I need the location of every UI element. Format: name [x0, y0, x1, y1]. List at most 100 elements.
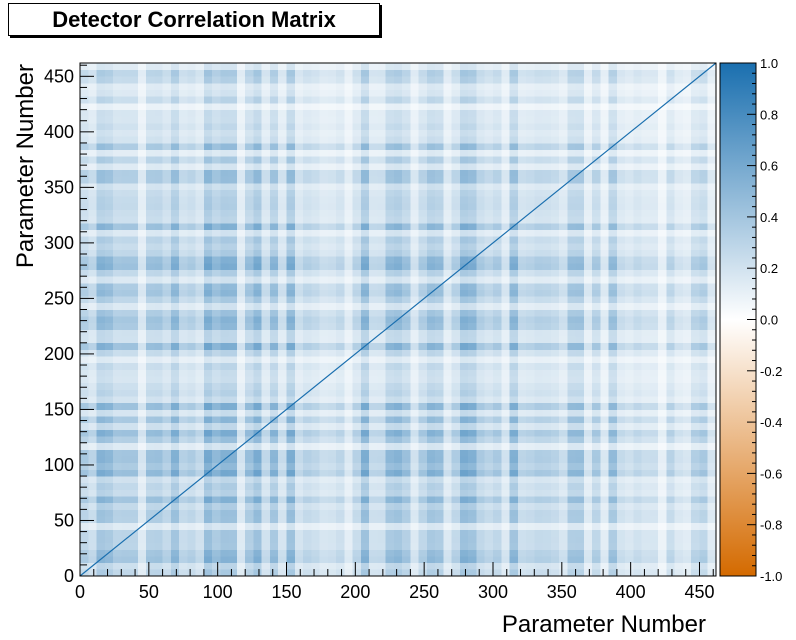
heatmap-cell [303, 522, 312, 530]
heatmap-cell [592, 482, 601, 490]
heatmap-cell [542, 82, 552, 91]
heatmap-cell [294, 169, 304, 177]
heatmap-cell [170, 556, 180, 564]
heatmap-cell [393, 289, 403, 297]
heatmap-cell [269, 189, 279, 197]
heatmap-cell [600, 356, 610, 364]
heatmap-cell [220, 422, 230, 430]
heatmap-cell [410, 209, 420, 217]
heatmap-cell [418, 342, 428, 350]
heatmap-cell [393, 202, 403, 210]
heatmap-cell [468, 562, 477, 570]
heatmap-cell [369, 496, 378, 504]
heatmap-cell [220, 482, 230, 490]
heatmap-cell [468, 422, 477, 430]
heatmap-cell [459, 329, 469, 337]
heatmap-cell [492, 336, 502, 344]
heatmap-cell [336, 376, 345, 384]
heatmap-cell [253, 156, 263, 164]
heatmap-cell [220, 169, 230, 177]
heatmap-cell [468, 102, 477, 111]
heatmap-cell [550, 329, 560, 337]
heatmap-cell [236, 116, 246, 124]
heatmap-cell [278, 356, 287, 364]
heatmap-cell [484, 156, 494, 164]
heatmap-cell [253, 182, 263, 190]
heatmap-cell [96, 429, 106, 437]
heatmap-cell [303, 536, 312, 544]
heatmap-cell [121, 262, 130, 270]
heatmap-cell [146, 489, 155, 497]
heatmap-cell [451, 442, 461, 450]
heatmap-cell [212, 309, 221, 317]
heatmap-cell [303, 502, 312, 510]
heatmap-cell [451, 429, 461, 437]
heatmap-cell [336, 529, 345, 537]
heatmap-cell [154, 202, 163, 210]
heatmap-cell [146, 302, 155, 310]
heatmap-cell [228, 549, 238, 557]
heatmap-cell [245, 182, 254, 190]
heatmap-cell [146, 142, 155, 151]
heatmap-cell [129, 462, 139, 470]
heatmap-cell [220, 549, 230, 557]
heatmap-cell [303, 376, 312, 384]
heatmap-cell [451, 516, 461, 524]
heatmap-cell [261, 129, 271, 137]
heatmap-cell [195, 402, 205, 410]
heatmap-cell [129, 269, 139, 277]
heatmap-cell [212, 416, 221, 424]
heatmap-cell [154, 336, 163, 344]
heatmap-cell [418, 289, 428, 297]
heatmap-cell [592, 63, 601, 71]
heatmap-cell [195, 562, 205, 570]
heatmap-cell [476, 469, 486, 477]
heatmap-cell [369, 329, 378, 337]
heatmap-cell [393, 129, 403, 137]
heatmap-cell [269, 382, 279, 390]
heatmap-cell [286, 116, 296, 124]
heatmap-cell [162, 63, 172, 71]
heatmap-cell [435, 149, 444, 157]
heatmap-cell [352, 462, 362, 470]
heatmap-cell [236, 516, 246, 524]
heatmap-cell [484, 462, 494, 470]
heatmap-cell [542, 389, 552, 397]
heatmap-cell [459, 462, 469, 470]
heatmap-cell [360, 109, 370, 117]
heatmap-cell [476, 96, 486, 104]
heatmap-cell [187, 369, 197, 377]
heatmap-cell [517, 402, 527, 410]
heatmap-cell [311, 489, 320, 497]
heatmap-cell [476, 402, 486, 410]
heatmap-cell [170, 162, 180, 170]
heatmap-cell [113, 436, 122, 444]
heatmap-cell [154, 356, 163, 364]
heatmap-cell [534, 422, 543, 430]
heatmap-cell [559, 389, 568, 397]
heatmap-cell [344, 462, 353, 470]
heatmap-cell [600, 529, 610, 537]
heatmap-cell [600, 482, 610, 490]
heatmap-cell [162, 76, 172, 84]
heatmap-cell [236, 222, 246, 230]
heatmap-cell [592, 149, 601, 157]
heatmap-cell [319, 102, 329, 111]
heatmap-cell [96, 276, 106, 284]
heatmap-cell [542, 122, 552, 131]
heatmap-cell [526, 409, 535, 417]
heatmap-cell [146, 202, 155, 210]
heatmap-cell [236, 409, 246, 417]
heatmap-cell [369, 156, 378, 164]
heatmap-cell [517, 542, 527, 550]
heatmap-cell [269, 542, 279, 550]
heatmap-cell [220, 176, 230, 184]
heatmap-cell [410, 236, 420, 244]
heatmap-cell [228, 322, 238, 330]
heatmap-cell [96, 569, 106, 577]
heatmap-cell [278, 69, 287, 77]
heatmap-cell [608, 502, 618, 510]
heatmap-cell [559, 362, 568, 370]
heatmap-cell [344, 456, 353, 464]
heatmap-cell [294, 382, 304, 390]
